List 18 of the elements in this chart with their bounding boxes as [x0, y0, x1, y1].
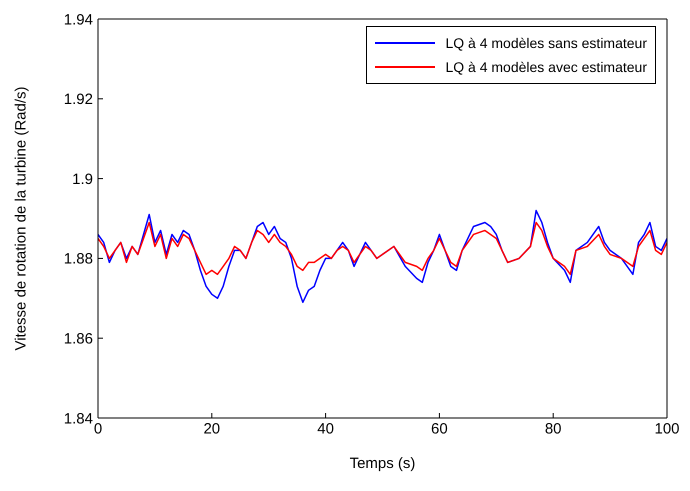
x-tick-label: 40: [317, 420, 334, 438]
y-tick-label: 1.92: [64, 91, 93, 108]
y-tick-label: 1.84: [64, 410, 93, 428]
x-tick-label: 20: [203, 420, 220, 438]
legend-label: LQ à 4 modèles avec estimateur: [445, 58, 647, 77]
y-tick-label: 1.94: [64, 11, 93, 28]
line-series: [98, 210, 667, 304]
x-tick-label: 0: [94, 420, 102, 438]
y-tick-label: 1.86: [64, 330, 93, 348]
legend-label: LQ à 4 modèles sans estimateur: [445, 34, 647, 53]
y-tick-label: 1.88: [64, 250, 93, 268]
x-tick-label: 100: [654, 420, 680, 438]
y-tick-label: 1.9: [72, 170, 93, 188]
x-tick-label: 80: [544, 420, 562, 438]
x-axis-title: Temps (s): [350, 455, 416, 472]
x-tick-label: 60: [431, 420, 448, 438]
y-axis-title: Vitesse de rotation de la turbine (Rad/s): [12, 86, 30, 351]
line-series: [98, 222, 667, 276]
